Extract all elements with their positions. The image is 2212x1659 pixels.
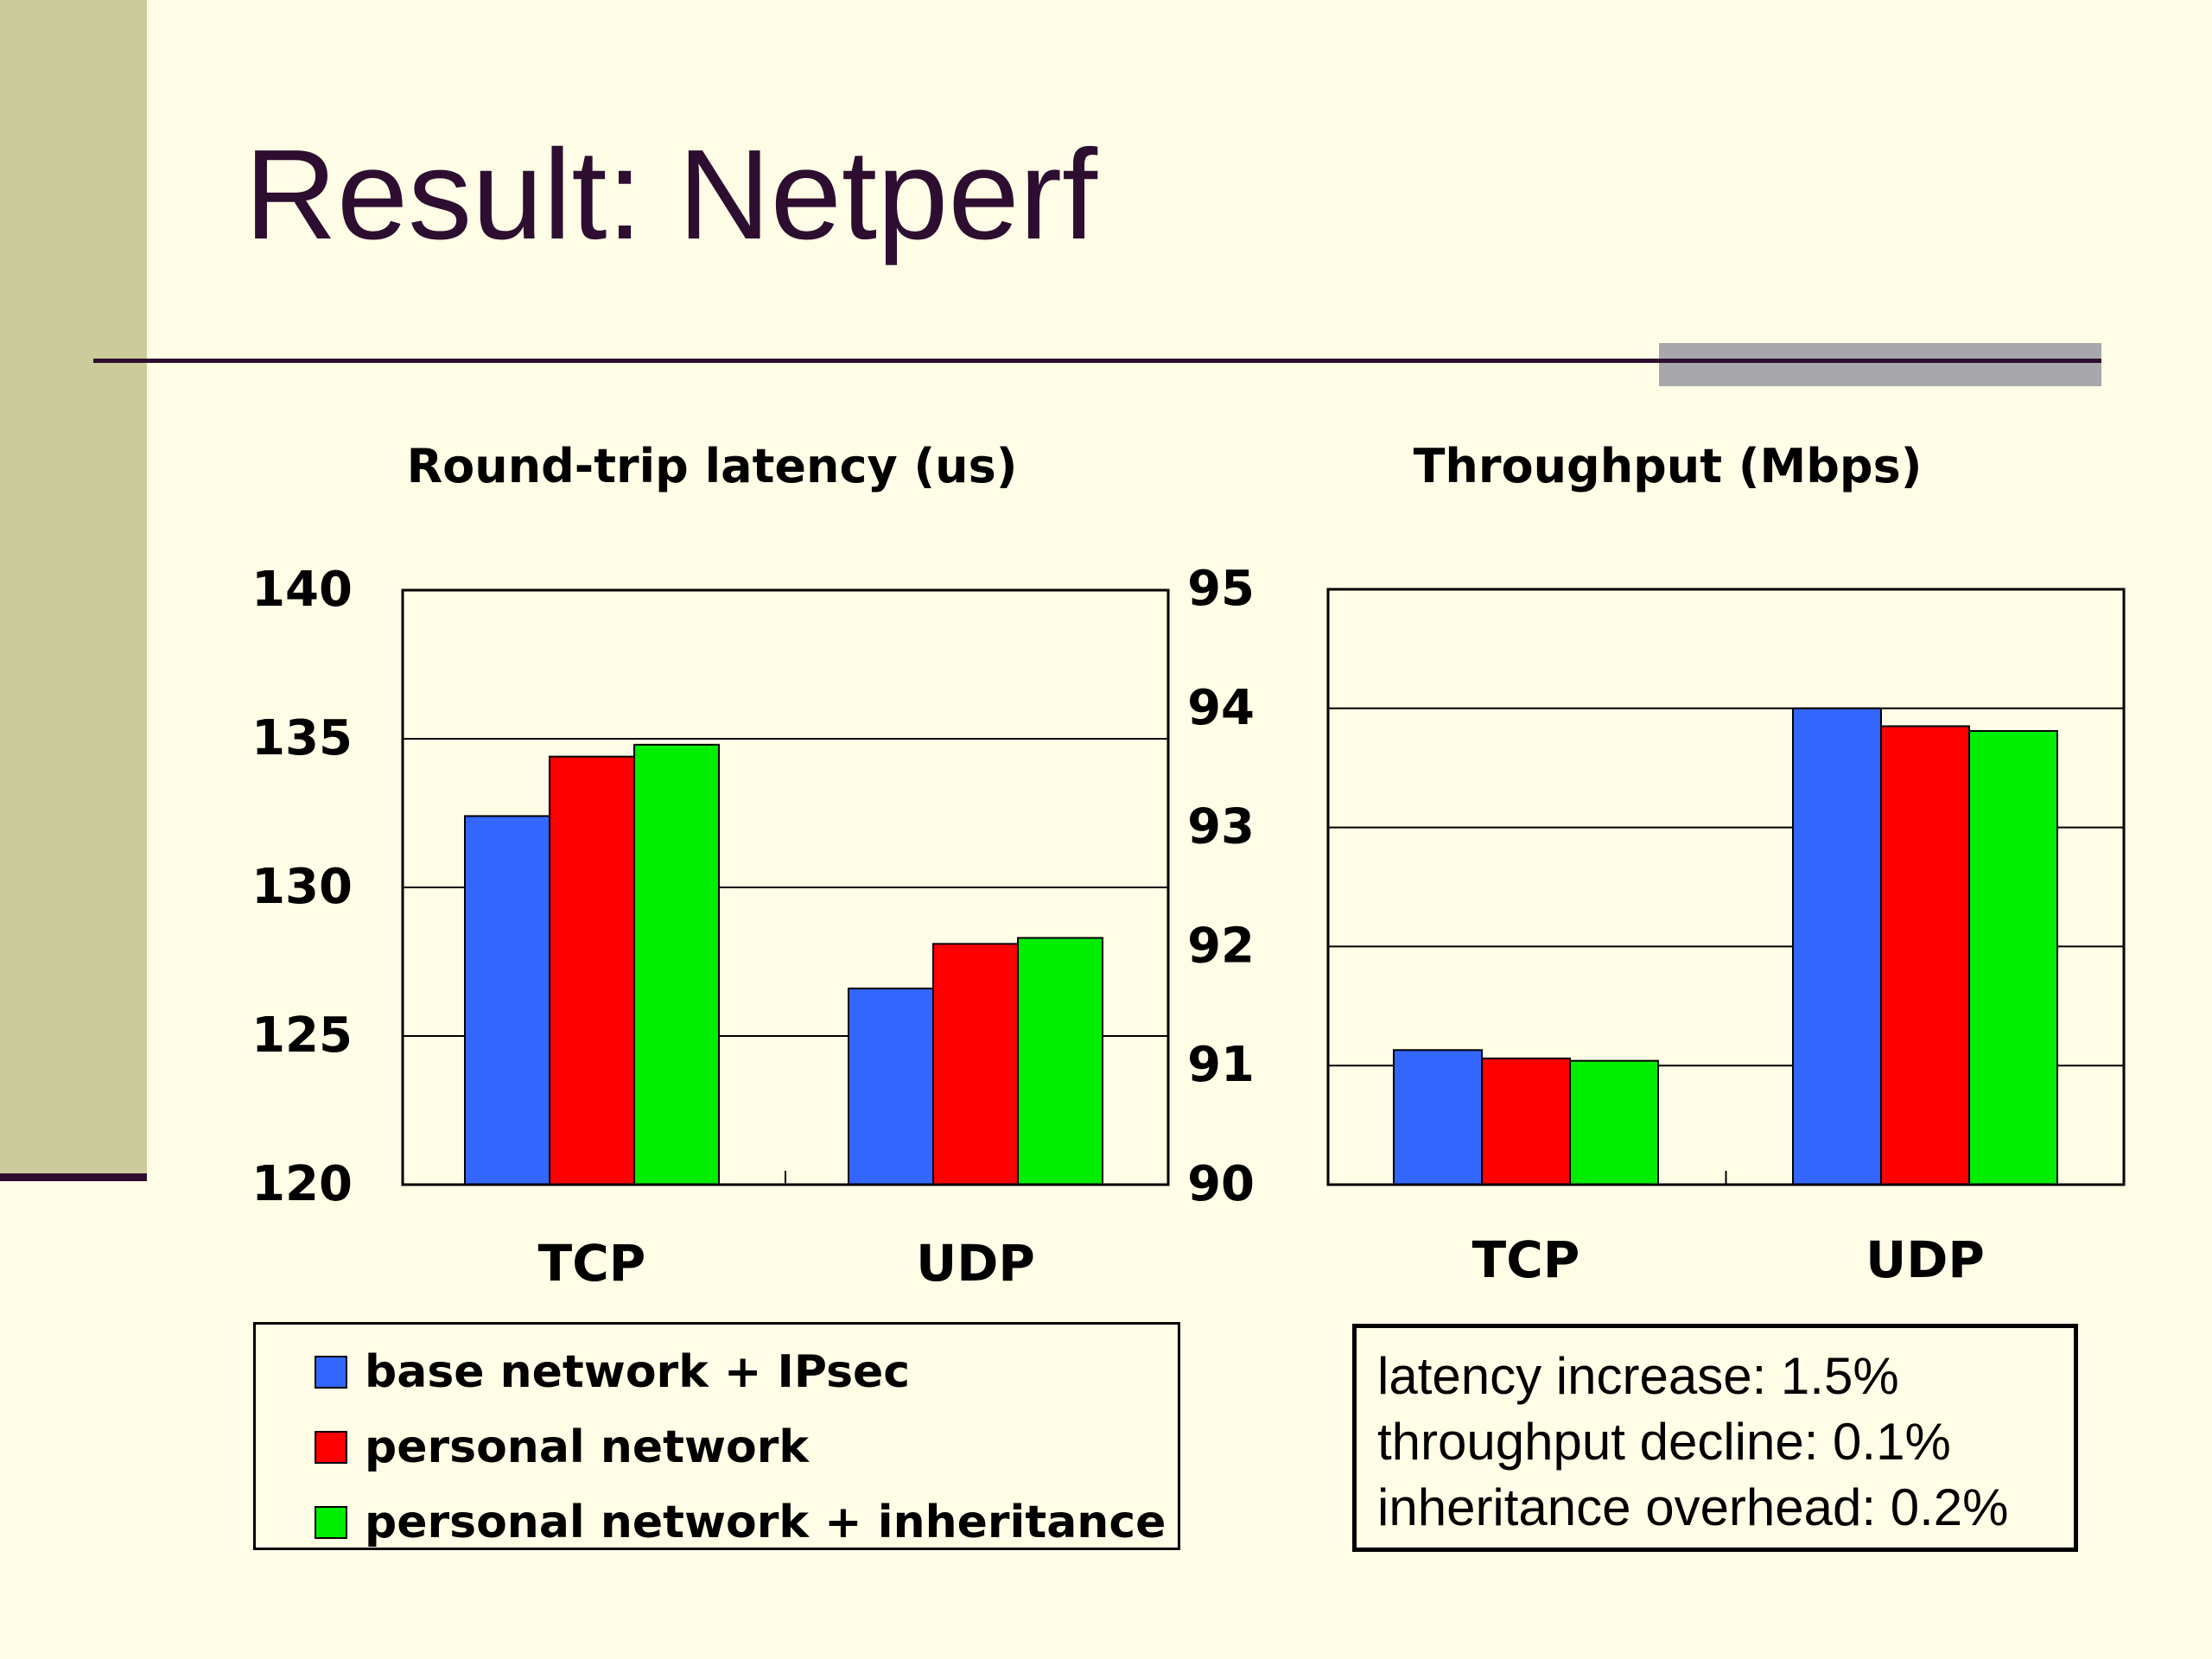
sidebar-band [0,0,147,1177]
title-divider [93,359,2101,363]
latency-chart-title: Round-trip latency (us) [407,439,1018,493]
throughput-bar-tcp-2 [1569,1059,1659,1185]
throughput-bar-tcp-1 [1481,1057,1571,1185]
throughput-bar-udp-2 [1968,729,2058,1185]
throughput-y-tick-label: 92 [1187,918,1255,974]
latency-bar-tcp-0 [464,815,550,1185]
slide-title: Result: Netperf [245,124,1098,266]
throughput-y-tick-label: 91 [1187,1037,1255,1093]
latency-y-tick-label: 135 [251,710,353,766]
legend-item-inheritance: personal network + inheritance [315,1497,1166,1548]
latency-category-label-tcp: TCP [538,1234,646,1293]
latency-y-tick-label: 125 [251,1007,353,1064]
legend-item-personal: personal network [315,1421,809,1473]
throughput-chart: Throughput (Mbps) 90 91 92 93 94 95 TCP UDP [1187,439,2126,1289]
title-divider-overlay [1659,359,2101,363]
legend-label-personal: personal network [365,1421,809,1473]
summary-notes: latency increase: 1.5% throughput declin… [1352,1324,2078,1552]
latency-category-label-udp: UDP [916,1234,1035,1293]
latency-bar-tcp-1 [549,755,635,1185]
throughput-category-label-udp: UDP [1866,1230,1985,1289]
latency-y-tick-label: 140 [251,562,353,618]
latency-y-tick-label: 130 [251,859,353,915]
throughput-bar-udp-0 [1792,707,1882,1185]
throughput-y-tick-label: 94 [1187,680,1255,736]
latency-y-tick-label: 120 [251,1156,353,1212]
legend-label-base: base network + IPsec [365,1346,911,1398]
throughput-y-tick-label: 93 [1187,799,1255,855]
note-overhead: inheritance overhead: 0.2% [1377,1478,2009,1536]
latency-bar-udp-2 [1017,937,1103,1185]
latency-bar-tcp-2 [633,743,720,1185]
legend-label-inheritance: personal network + inheritance [365,1497,1166,1548]
title-divider-accent [1659,343,2101,386]
legend-swatch-personal [315,1431,347,1464]
legend-swatch-inheritance [315,1506,347,1539]
throughput-bar-udp-1 [1880,725,1970,1185]
sidebar-rule [0,1173,147,1181]
legend-swatch-base [315,1356,347,1389]
note-latency: latency increase: 1.5% [1377,1347,1899,1405]
legend: base network + IPsec personal network pe… [253,1322,1180,1550]
legend-item-base: base network + IPsec [315,1346,910,1398]
latency-bar-udp-1 [932,943,1019,1185]
throughput-category-label-tcp: TCP [1472,1230,1580,1289]
note-throughput: throughput decline: 0.1% [1377,1413,1951,1471]
throughput-y-tick-label: 90 [1187,1156,1255,1212]
latency-bar-udp-0 [848,987,934,1185]
latency-chart: Round-trip latency (us) 120 125 130 135 140 TC… [251,439,1170,1293]
throughput-bar-tcp-0 [1393,1049,1483,1186]
throughput-chart-title: Throughput (Mbps) [1414,439,1923,493]
throughput-y-tick-label: 95 [1187,561,1255,617]
